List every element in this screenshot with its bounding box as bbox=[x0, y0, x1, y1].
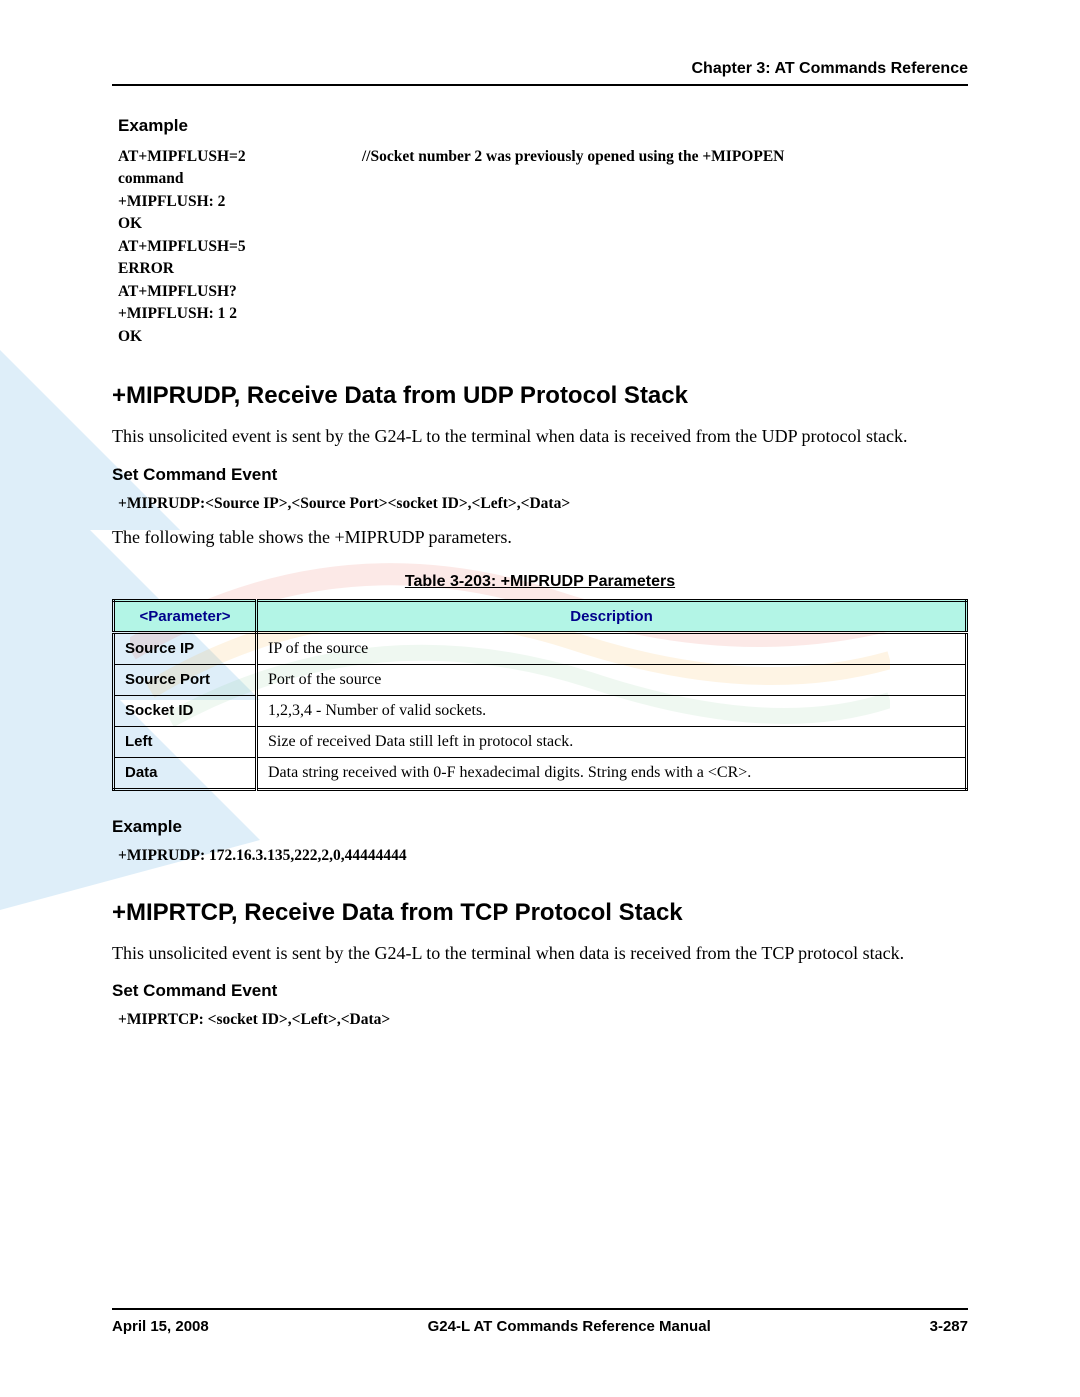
param-cell: Data bbox=[114, 757, 257, 789]
example2-line: +MIPRUDP: 172.16.3.135,222,2,0,44444444 bbox=[118, 847, 968, 865]
example2-title: Example bbox=[112, 817, 968, 837]
miprudp-table-intro: The following table shows the +MIPRUDP p… bbox=[112, 525, 968, 549]
footer-date: April 15, 2008 bbox=[112, 1318, 209, 1335]
section-miprudp-title: +MIPRUDP, Receive Data from UDP Protocol… bbox=[112, 382, 968, 410]
table-row: LeftSize of received Data still left in … bbox=[114, 726, 967, 757]
miprudp-set-command-event: Set Command Event bbox=[112, 465, 968, 485]
table-header-row: <Parameter> Description bbox=[114, 600, 967, 632]
miprtcp-set-command-event: Set Command Event bbox=[112, 981, 968, 1001]
desc-cell: Data string received with 0-F hexadecima… bbox=[257, 757, 967, 789]
param-cell: Source IP bbox=[114, 632, 257, 664]
header-rule bbox=[112, 84, 968, 86]
col-parameter: <Parameter> bbox=[114, 600, 257, 632]
page-footer: April 15, 2008 G24-L AT Commands Referen… bbox=[112, 1308, 968, 1335]
table-row: Socket ID1,2,3,4 - Number of valid socke… bbox=[114, 695, 967, 726]
desc-cell: Port of the source bbox=[257, 664, 967, 695]
page-header-chapter: Chapter 3: AT Commands Reference bbox=[112, 60, 968, 78]
example1-code: AT+MIPFLUSH=2 //Socket number 2 was prev… bbox=[118, 146, 968, 348]
table-row: Source PortPort of the source bbox=[114, 664, 967, 695]
table-row: DataData string received with 0-F hexade… bbox=[114, 757, 967, 789]
footer-rule bbox=[112, 1308, 968, 1310]
param-cell: Source Port bbox=[114, 664, 257, 695]
table-row: Source IPIP of the source bbox=[114, 632, 967, 664]
desc-cell: Size of received Data still left in prot… bbox=[257, 726, 967, 757]
footer-page-number: 3-287 bbox=[930, 1318, 968, 1335]
miprtcp-syntax: +MIPRTCP: <socket ID>,<Left>,<Data> bbox=[118, 1011, 968, 1029]
section-miprtcp-title: +MIPRTCP, Receive Data from TCP Protocol… bbox=[112, 899, 968, 927]
miprudp-parameters-table: <Parameter> Description Source IPIP of t… bbox=[112, 599, 968, 791]
section-miprtcp-body: This unsolicited event is sent by the G2… bbox=[112, 941, 968, 965]
param-cell: Socket ID bbox=[114, 695, 257, 726]
example1-title: Example bbox=[118, 116, 968, 136]
col-description: Description bbox=[257, 600, 967, 632]
desc-cell: IP of the source bbox=[257, 632, 967, 664]
param-cell: Left bbox=[114, 726, 257, 757]
footer-manual-title: G24-L AT Commands Reference Manual bbox=[428, 1318, 711, 1335]
miprudp-syntax: +MIPRUDP:<Source IP>,<Source Port><socke… bbox=[118, 495, 968, 513]
table-caption: Table 3-203: +MIPRUDP Parameters bbox=[112, 573, 968, 591]
section-miprudp-body: This unsolicited event is sent by the G2… bbox=[112, 424, 968, 448]
desc-cell: 1,2,3,4 - Number of valid sockets. bbox=[257, 695, 967, 726]
